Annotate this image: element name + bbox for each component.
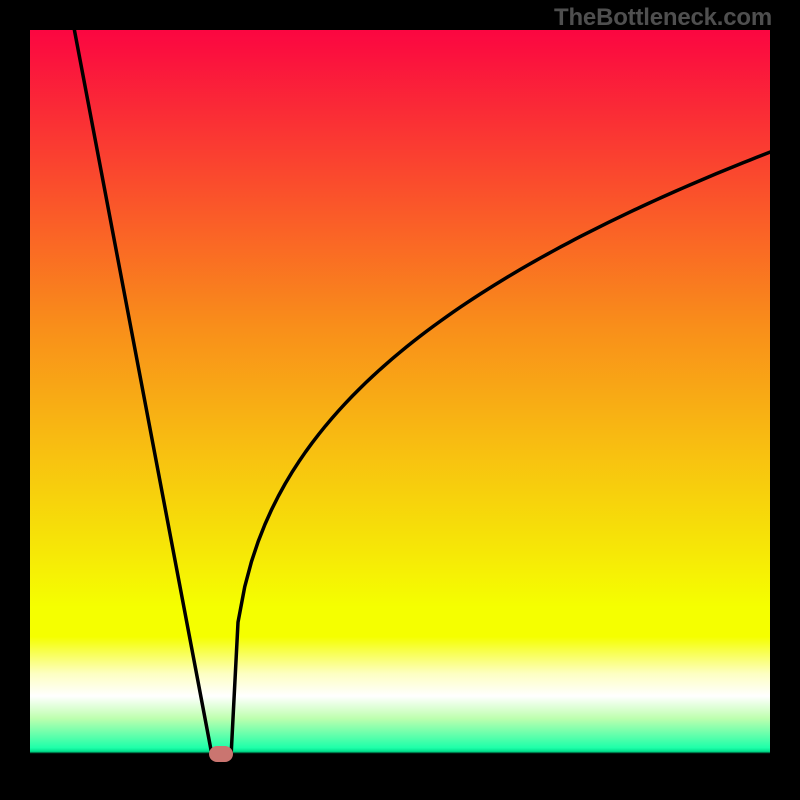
plot-area bbox=[30, 30, 770, 770]
chart-container: TheBottleneck.com bbox=[0, 0, 800, 800]
optimum-marker bbox=[209, 746, 233, 762]
watermark-text: TheBottleneck.com bbox=[554, 4, 772, 32]
bottleneck-curve bbox=[74, 30, 770, 752]
curve-layer bbox=[30, 30, 770, 770]
